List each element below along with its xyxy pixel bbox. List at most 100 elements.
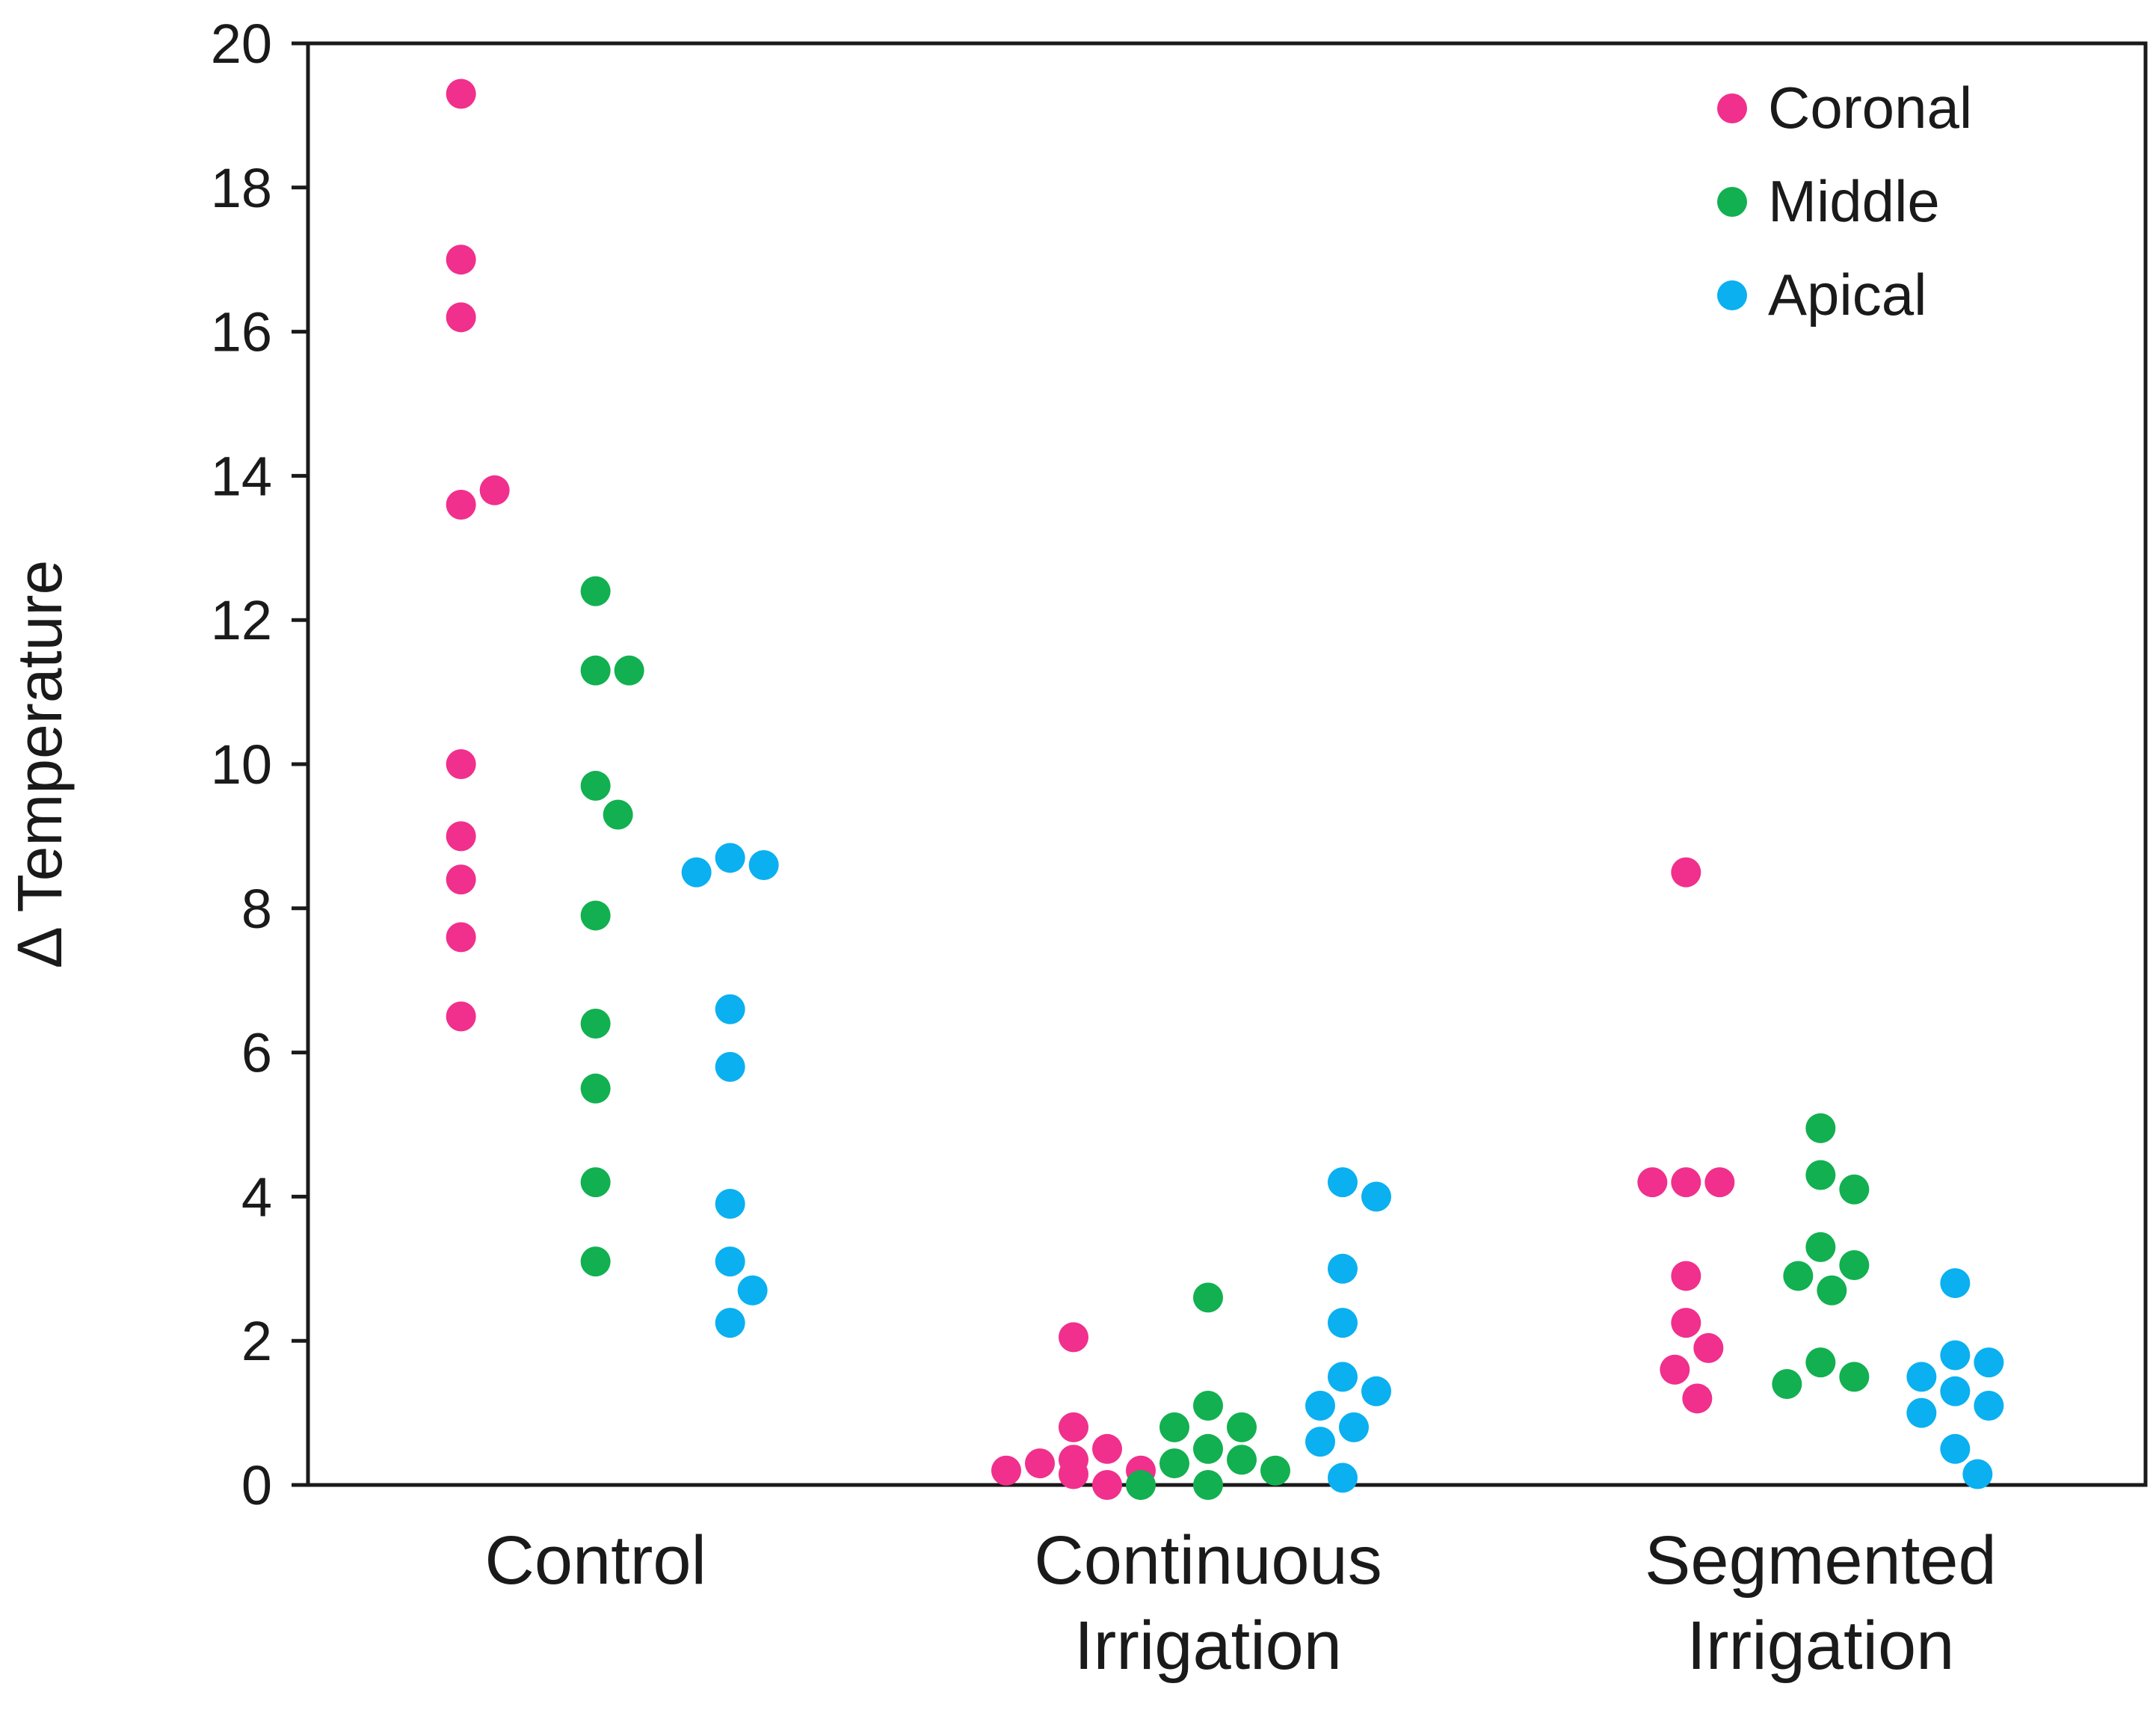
- data-point-coronal: [446, 302, 476, 333]
- data-point-middle: [1159, 1412, 1189, 1442]
- data-point-coronal: [1682, 1383, 1713, 1414]
- data-point-coronal: [1025, 1448, 1055, 1479]
- data-point-middle: [1193, 1390, 1223, 1421]
- data-point-coronal: [446, 864, 476, 895]
- series-apical: [681, 843, 2004, 1493]
- data-point-middle: [614, 655, 644, 686]
- data-point-middle: [1227, 1412, 1257, 1442]
- data-point-apical: [681, 857, 712, 888]
- legend-marker: [1717, 93, 1747, 123]
- plot-area: [306, 41, 2148, 1487]
- data-point-coronal: [446, 245, 476, 275]
- x-tick-label: Continuous: [1034, 1522, 1382, 1599]
- data-point-apical: [1328, 1308, 1358, 1338]
- data-point-middle: [1159, 1448, 1189, 1479]
- data-point-apical: [715, 1308, 745, 1338]
- data-point-apical: [1305, 1427, 1335, 1457]
- data-point-apical: [1974, 1347, 2004, 1378]
- data-point-coronal: [1671, 1261, 1701, 1291]
- data-point-coronal: [446, 922, 476, 953]
- data-point-apical: [1940, 1268, 1971, 1299]
- data-point-apical: [1328, 1167, 1358, 1198]
- y-tick-label: 4: [241, 1166, 272, 1228]
- data-point-apical: [1339, 1412, 1369, 1442]
- y-tick-label: 0: [241, 1454, 272, 1516]
- data-point-coronal: [446, 821, 476, 852]
- data-point-apical: [715, 1246, 745, 1277]
- x-tick-label: Irrigation: [1687, 1608, 1954, 1684]
- data-point-coronal: [1092, 1470, 1122, 1500]
- y-tick-label: 2: [241, 1310, 272, 1372]
- data-point-coronal: [1693, 1332, 1724, 1363]
- x-tick-label: Irrigation: [1074, 1608, 1342, 1684]
- data-point-apical: [1361, 1376, 1391, 1406]
- data-point-apical: [715, 843, 745, 873]
- data-point-middle: [603, 799, 633, 830]
- data-point-middle: [580, 1246, 611, 1277]
- data-point-apical: [1906, 1362, 1937, 1392]
- legend-marker: [1717, 280, 1747, 310]
- data-point-middle: [1227, 1445, 1257, 1475]
- data-point-apical: [1962, 1459, 1993, 1489]
- y-axis: 0 2 4 6 8 10 12 14 16 18 20: [211, 13, 308, 1516]
- data-point-middle: [1126, 1470, 1156, 1500]
- data-point-apical: [1940, 1433, 1971, 1464]
- data-point-middle: [580, 1009, 611, 1039]
- data-point-middle: [1193, 1470, 1223, 1500]
- data-point-middle: [1839, 1174, 1870, 1205]
- data-point-middle: [580, 576, 611, 606]
- x-category-continuous: Continuous Irrigation: [1034, 1522, 1382, 1684]
- data-point-middle: [580, 655, 611, 686]
- data-point-apical: [1328, 1362, 1358, 1392]
- y-tick-label: 20: [211, 13, 272, 75]
- data-point-apical: [748, 849, 779, 880]
- data-point-middle: [1805, 1113, 1836, 1143]
- data-point-coronal: [446, 1001, 476, 1032]
- y-axis-title: Δ Temperature: [4, 560, 75, 968]
- data-point-middle: [1772, 1369, 1802, 1400]
- legend-entry-middle: Middle: [1717, 168, 1940, 234]
- x-tick-label: Segmented: [1645, 1522, 1997, 1599]
- data-point-coronal: [1059, 1412, 1088, 1442]
- data-point-apical: [1328, 1253, 1358, 1284]
- legend-label: Middle: [1768, 168, 1940, 234]
- x-category-segmented: Segmented Irrigation: [1645, 1522, 1997, 1684]
- data-point-apical: [1940, 1340, 1971, 1371]
- data-point-coronal: [1059, 1459, 1088, 1489]
- legend-label: Apical: [1768, 262, 1926, 327]
- data-point-coronal: [1660, 1354, 1690, 1385]
- data-point-middle: [1805, 1160, 1836, 1190]
- data-point-coronal: [1637, 1167, 1668, 1198]
- data-point-apical: [715, 1189, 745, 1220]
- data-point-middle: [580, 770, 611, 801]
- data-point-middle: [1839, 1249, 1870, 1280]
- data-point-apical: [715, 1051, 745, 1082]
- data-point-coronal: [1671, 857, 1701, 888]
- data-point-coronal: [991, 1455, 1021, 1486]
- data-point-apical: [1940, 1376, 1971, 1406]
- legend-marker: [1717, 187, 1747, 217]
- data-point-middle: [1783, 1261, 1814, 1291]
- y-tick-label: 16: [211, 301, 272, 363]
- data-points: [446, 79, 2004, 1500]
- y-tick-label: 12: [211, 589, 272, 651]
- data-point-coronal: [446, 749, 476, 779]
- data-point-apical: [1906, 1397, 1937, 1428]
- data-point-coronal: [1671, 1308, 1701, 1338]
- data-point-middle: [1805, 1347, 1836, 1378]
- legend: Coronal Middle Apical: [1717, 75, 1972, 327]
- data-point-middle: [580, 1073, 611, 1104]
- data-point-coronal: [479, 475, 510, 505]
- data-point-coronal: [1059, 1322, 1088, 1353]
- legend-entry-apical: Apical: [1717, 262, 1926, 327]
- data-point-apical: [737, 1275, 768, 1306]
- data-point-middle: [1839, 1362, 1870, 1392]
- y-tick-label: 6: [241, 1022, 272, 1084]
- y-tick-label: 18: [211, 157, 272, 219]
- y-tick-label: 14: [211, 445, 272, 507]
- data-point-coronal: [1704, 1167, 1735, 1198]
- data-point-apical: [1305, 1390, 1335, 1421]
- series-middle: [580, 576, 1870, 1500]
- x-axis: Control Continuous Irrigation Segmented Irri…: [484, 1522, 1996, 1684]
